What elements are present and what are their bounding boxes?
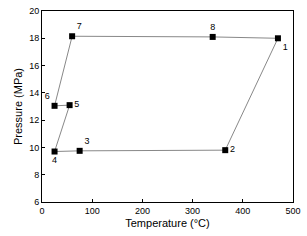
svg-text:Pressure (MPa): Pressure (MPa) bbox=[12, 68, 24, 145]
svg-text:4: 4 bbox=[52, 155, 57, 165]
svg-text:6: 6 bbox=[34, 197, 39, 207]
svg-text:8: 8 bbox=[34, 170, 39, 180]
svg-text:Temperature (°C): Temperature (°C) bbox=[125, 217, 209, 229]
svg-text:3: 3 bbox=[84, 136, 89, 146]
svg-text:10: 10 bbox=[29, 143, 39, 153]
svg-text:14: 14 bbox=[29, 88, 39, 98]
svg-text:18: 18 bbox=[29, 33, 39, 43]
svg-text:100: 100 bbox=[85, 206, 100, 216]
svg-text:300: 300 bbox=[185, 206, 200, 216]
svg-text:7: 7 bbox=[77, 21, 82, 31]
svg-text:12: 12 bbox=[29, 115, 39, 125]
svg-text:20: 20 bbox=[29, 6, 39, 16]
svg-text:16: 16 bbox=[29, 61, 39, 71]
svg-text:8: 8 bbox=[210, 22, 215, 32]
svg-text:6: 6 bbox=[45, 91, 50, 101]
svg-text:200: 200 bbox=[135, 206, 150, 216]
svg-text:5: 5 bbox=[74, 99, 79, 109]
svg-text:0: 0 bbox=[39, 206, 44, 216]
svg-text:1: 1 bbox=[283, 42, 288, 52]
svg-text:500: 500 bbox=[285, 206, 300, 216]
svg-text:2: 2 bbox=[230, 144, 235, 154]
svg-text:400: 400 bbox=[235, 206, 250, 216]
